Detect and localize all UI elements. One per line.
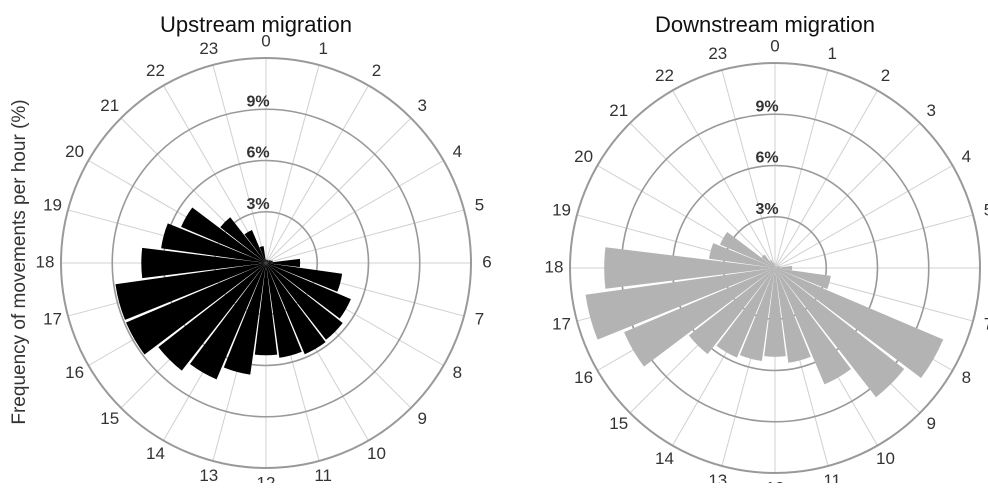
r-tick-label: 9% [246, 93, 269, 110]
angle-label: 20 [574, 147, 593, 166]
angle-label: 21 [100, 96, 119, 115]
angle-label: 4 [453, 142, 462, 161]
angle-label: 23 [708, 44, 727, 63]
angle-label: 19 [43, 195, 62, 214]
angle-label: 0 [261, 31, 270, 50]
chart-title: Downstream migration [655, 12, 875, 37]
angle-label: 21 [609, 101, 628, 120]
angle-label: 9 [927, 414, 936, 433]
angle-label: 14 [655, 449, 674, 468]
angle-label: 22 [655, 66, 674, 85]
angle-label: 7 [984, 315, 988, 334]
angle-label: 11 [823, 471, 841, 483]
r-tick-label: 3% [246, 196, 269, 213]
angle-label: 5 [984, 200, 988, 219]
angle-label: 20 [65, 142, 84, 161]
angle-label: 18 [36, 252, 55, 271]
angle-label: 9 [418, 409, 427, 428]
angle-label: 8 [962, 368, 971, 387]
angle-label: 5 [475, 195, 484, 214]
angle-label: 13 [199, 466, 218, 483]
angle-label: 16 [65, 363, 84, 382]
r-tick-label: 6% [246, 145, 269, 162]
angle-label: 1 [318, 39, 327, 58]
angle-label: 2 [881, 66, 890, 85]
r-tick-label: 6% [755, 150, 778, 167]
angle-label: 15 [100, 409, 119, 428]
angle-label: 17 [552, 315, 571, 334]
r-tick-label: 3% [755, 201, 778, 218]
angle-label: 19 [552, 200, 571, 219]
angle-label: 6 [482, 252, 491, 271]
angle-label: 23 [199, 39, 218, 58]
angle-label: 3 [418, 96, 427, 115]
angle-label: 12 [766, 478, 785, 483]
angle-label: 10 [876, 449, 895, 468]
angle-label: 13 [708, 471, 727, 483]
r-tick-label: 9% [755, 98, 778, 115]
angle-label: 18 [545, 257, 564, 276]
y-axis-label: Frequency of movements per hour (%) [9, 99, 30, 424]
angle-label: 11 [314, 466, 332, 483]
angle-label: 15 [609, 414, 628, 433]
angle-label: 8 [453, 363, 462, 382]
angle-label: 10 [367, 444, 386, 463]
angle-label: 0 [770, 36, 779, 55]
angle-label: 1 [827, 44, 836, 63]
angle-label: 17 [43, 310, 62, 329]
angle-label: 22 [146, 61, 165, 80]
angle-label: 3 [927, 101, 936, 120]
angle-label: 7 [475, 310, 484, 329]
angle-label: 2 [372, 61, 381, 80]
angle-label: 16 [574, 368, 593, 387]
chart-title: Upstream migration [160, 12, 352, 37]
angle-label: 14 [146, 444, 165, 463]
angle-label: 12 [257, 473, 276, 483]
angle-label: 4 [962, 147, 971, 166]
